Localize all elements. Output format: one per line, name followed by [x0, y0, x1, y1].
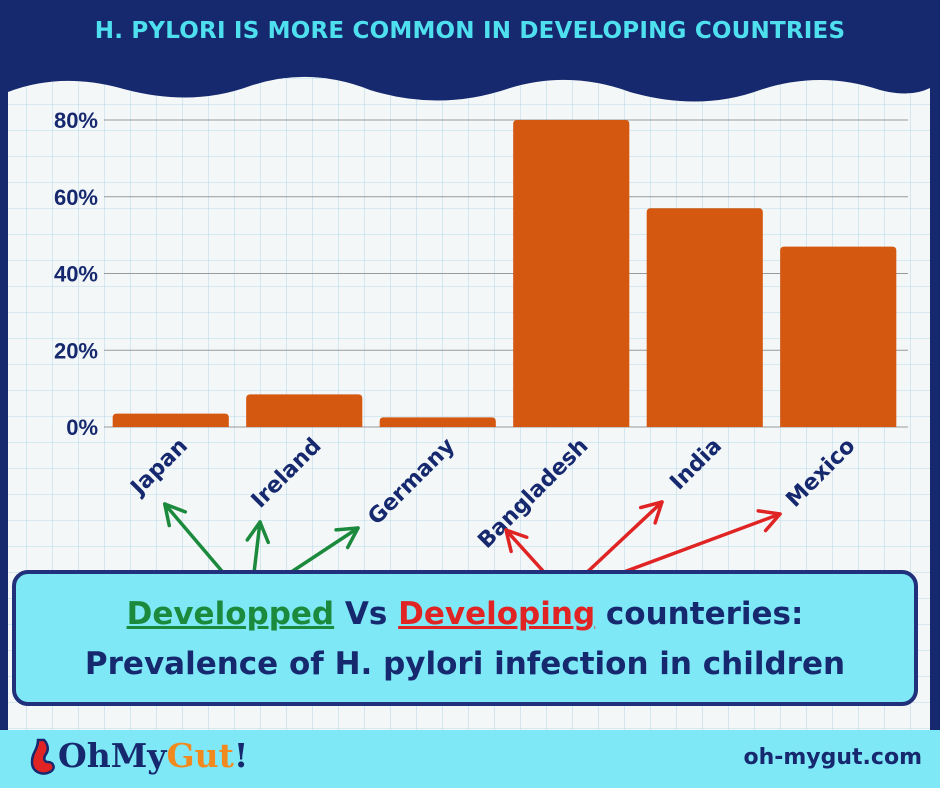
y-axis: 0% 20% 40% 60% 80% [54, 108, 98, 440]
y-tick-label: 60% [54, 185, 98, 210]
bar-india [646, 208, 763, 427]
bar-germany [379, 417, 496, 427]
caption-box: Developped Vs Developing counteries: Pre… [12, 570, 918, 706]
arrow-mexico-head [756, 509, 782, 533]
logo-oh: Oh [58, 736, 111, 775]
arrow-india-head [638, 500, 664, 525]
arrow-ireland-head [245, 520, 270, 545]
x-tick-label: Ireland [247, 434, 327, 514]
x-tick-label: India [665, 434, 727, 496]
bar-japan [112, 413, 229, 427]
arrow-germany-head [334, 526, 360, 550]
caption-line-2: Prevalence of H. pylori infection in chi… [84, 646, 846, 682]
y-tick-label: 20% [54, 338, 98, 363]
caption-line-1: Developped Vs Developing counteries: [16, 596, 914, 632]
y-tick-label: 40% [54, 262, 98, 287]
page-title: H. PYLORI IS MORE COMMON IN DEVELOPING C… [94, 18, 846, 44]
arrow-japan-head [163, 502, 188, 528]
x-tick-label: Mexico [782, 434, 861, 513]
brand-logo[interactable]: OhMyGut! [28, 736, 248, 782]
y-tick-label: 0% [66, 415, 98, 440]
bars [112, 120, 897, 427]
footer: OhMyGut! oh-mygut.com [0, 730, 940, 788]
y-gridlines [104, 119, 908, 428]
x-axis: Japan Ireland Germany Bangladesh India Mexico [125, 434, 861, 554]
bar-mexico [780, 246, 897, 427]
stomach-icon [30, 738, 55, 775]
arrow-bangladesh-head [504, 528, 529, 554]
logo-gut: Gut [166, 736, 234, 775]
caption-rest: counteries: [595, 596, 804, 632]
caption-developing: Developing [398, 596, 596, 632]
site-url[interactable]: oh-mygut.com [743, 745, 922, 770]
bar-bangladesh [513, 120, 630, 427]
caption-vs: Vs [334, 596, 399, 632]
x-tick-label: Japan [125, 434, 193, 502]
bar-ireland [246, 394, 363, 427]
logo-my: My [110, 736, 167, 775]
logo-bang: ! [233, 736, 249, 775]
x-tick-label: Germany [363, 434, 460, 531]
x-tick-label: Bangladesh [473, 434, 593, 554]
caption-developed: Developped [126, 596, 335, 632]
y-tick-label: 80% [54, 108, 98, 133]
